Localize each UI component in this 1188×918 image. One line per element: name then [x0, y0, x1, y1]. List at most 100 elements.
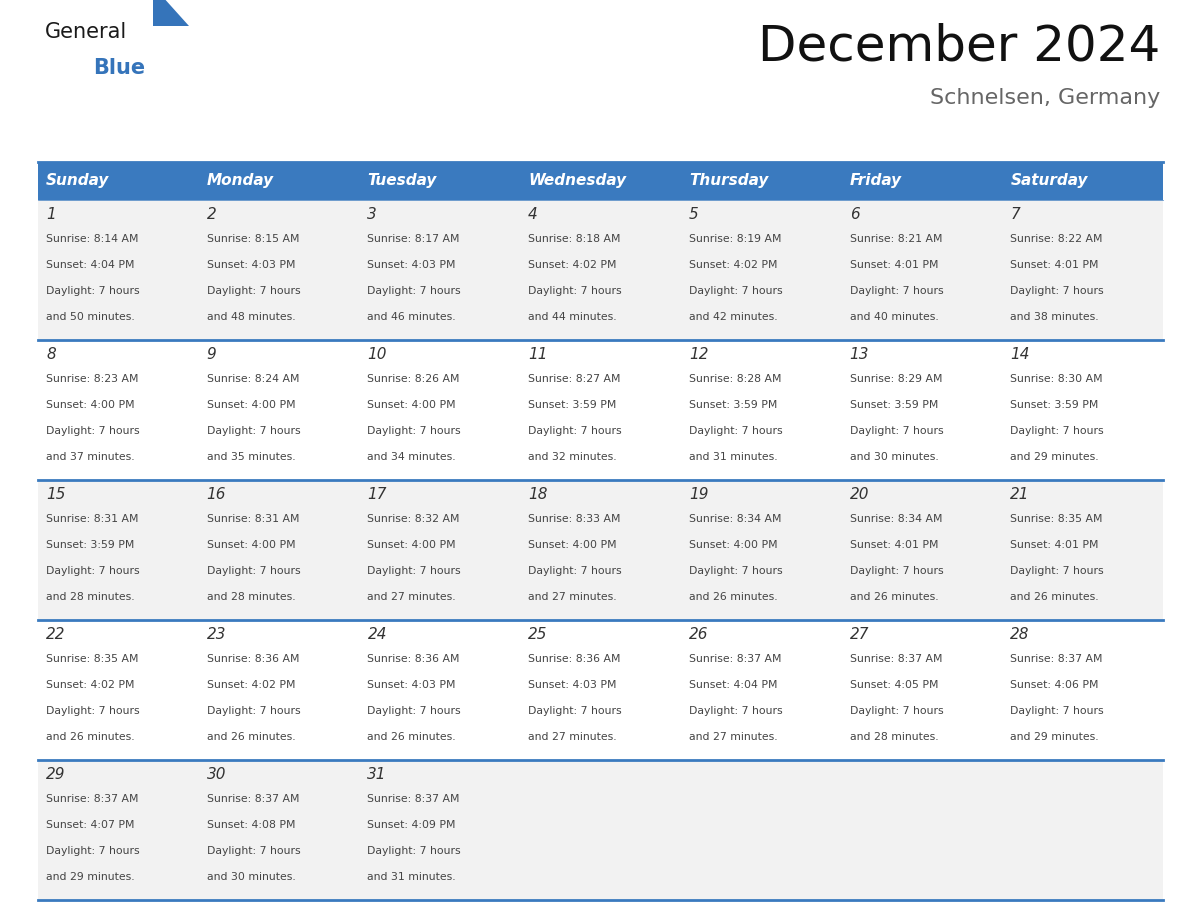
Text: Sunset: 4:03 PM: Sunset: 4:03 PM [207, 260, 296, 270]
Text: Sunset: 4:01 PM: Sunset: 4:01 PM [849, 540, 939, 550]
Text: Daylight: 7 hours: Daylight: 7 hours [1010, 285, 1104, 296]
Text: 13: 13 [849, 347, 870, 362]
Text: Sunrise: 8:37 AM: Sunrise: 8:37 AM [1010, 654, 1102, 664]
Text: 24: 24 [367, 627, 387, 642]
Text: Sunset: 4:00 PM: Sunset: 4:00 PM [689, 540, 777, 550]
Text: Sunday: Sunday [46, 174, 109, 188]
Text: Sunset: 4:01 PM: Sunset: 4:01 PM [1010, 260, 1099, 270]
Text: Tuesday: Tuesday [367, 174, 437, 188]
Text: and 26 minutes.: and 26 minutes. [367, 732, 456, 742]
Bar [841, 760, 1003, 900]
Text: Sunrise: 8:34 AM: Sunrise: 8:34 AM [849, 514, 942, 524]
Text: Sunrise: 8:18 AM: Sunrise: 8:18 AM [529, 234, 620, 244]
Text: Sunset: 4:00 PM: Sunset: 4:00 PM [207, 540, 296, 550]
Bar [198, 200, 360, 340]
Text: and 30 minutes.: and 30 minutes. [849, 452, 939, 462]
Text: 12: 12 [689, 347, 708, 362]
Text: Sunset: 4:06 PM: Sunset: 4:06 PM [1010, 680, 1099, 690]
Text: Daylight: 7 hours: Daylight: 7 hours [46, 706, 140, 716]
Text: General: General [45, 22, 127, 42]
Text: and 26 minutes.: and 26 minutes. [46, 732, 134, 742]
Text: Daylight: 7 hours: Daylight: 7 hours [689, 285, 783, 296]
Text: 6: 6 [849, 207, 859, 222]
Bar [360, 340, 520, 480]
Text: Sunrise: 8:26 AM: Sunrise: 8:26 AM [367, 374, 460, 384]
Text: Sunrise: 8:37 AM: Sunrise: 8:37 AM [207, 794, 299, 804]
Text: Blue: Blue [93, 58, 145, 78]
Text: Wednesday: Wednesday [529, 174, 626, 188]
Text: 21: 21 [1010, 487, 1030, 502]
Text: and 28 minutes.: and 28 minutes. [207, 592, 296, 601]
Text: 28: 28 [1010, 627, 1030, 642]
Text: Saturday: Saturday [1010, 174, 1088, 188]
Text: Sunset: 4:01 PM: Sunset: 4:01 PM [849, 260, 939, 270]
Bar [520, 480, 681, 620]
Text: Sunset: 4:04 PM: Sunset: 4:04 PM [46, 260, 134, 270]
Text: Sunset: 4:00 PM: Sunset: 4:00 PM [46, 400, 134, 410]
Text: 20: 20 [849, 487, 870, 502]
Text: Daylight: 7 hours: Daylight: 7 hours [529, 285, 621, 296]
Text: 15: 15 [46, 487, 65, 502]
Bar [198, 760, 360, 900]
Text: 26: 26 [689, 627, 708, 642]
Text: and 26 minutes.: and 26 minutes. [849, 592, 939, 601]
Text: Sunset: 4:08 PM: Sunset: 4:08 PM [207, 820, 296, 830]
Text: Sunset: 4:02 PM: Sunset: 4:02 PM [689, 260, 777, 270]
Text: Sunset: 3:59 PM: Sunset: 3:59 PM [1010, 400, 1099, 410]
Bar [198, 620, 360, 760]
Text: Sunset: 4:00 PM: Sunset: 4:00 PM [207, 400, 296, 410]
Bar [1003, 340, 1163, 480]
Text: Daylight: 7 hours: Daylight: 7 hours [207, 565, 301, 576]
Text: Daylight: 7 hours: Daylight: 7 hours [367, 845, 461, 856]
Text: Sunrise: 8:37 AM: Sunrise: 8:37 AM [367, 794, 460, 804]
Text: Daylight: 7 hours: Daylight: 7 hours [207, 845, 301, 856]
Text: 18: 18 [529, 487, 548, 502]
Bar [360, 480, 520, 620]
Text: and 26 minutes.: and 26 minutes. [689, 592, 777, 601]
Text: Sunset: 4:07 PM: Sunset: 4:07 PM [46, 820, 134, 830]
Text: and 31 minutes.: and 31 minutes. [367, 872, 456, 881]
Text: Schnelsen, Germany: Schnelsen, Germany [930, 88, 1159, 108]
Text: and 27 minutes.: and 27 minutes. [689, 732, 777, 742]
Text: 31: 31 [367, 767, 387, 782]
Text: December 2024: December 2024 [758, 22, 1159, 70]
Text: Sunset: 3:59 PM: Sunset: 3:59 PM [849, 400, 939, 410]
Text: 27: 27 [849, 627, 870, 642]
Text: and 46 minutes.: and 46 minutes. [367, 312, 456, 321]
Text: Sunset: 4:02 PM: Sunset: 4:02 PM [46, 680, 134, 690]
Text: Daylight: 7 hours: Daylight: 7 hours [529, 426, 621, 436]
Bar [198, 340, 360, 480]
Bar [360, 200, 520, 340]
Text: Sunrise: 8:27 AM: Sunrise: 8:27 AM [529, 374, 620, 384]
Text: Daylight: 7 hours: Daylight: 7 hours [367, 426, 461, 436]
Text: Sunrise: 8:28 AM: Sunrise: 8:28 AM [689, 374, 782, 384]
Text: 3: 3 [367, 207, 378, 222]
Text: 16: 16 [207, 487, 226, 502]
Text: Sunrise: 8:21 AM: Sunrise: 8:21 AM [849, 234, 942, 244]
Text: and 27 minutes.: and 27 minutes. [367, 592, 456, 601]
Text: Daylight: 7 hours: Daylight: 7 hours [689, 565, 783, 576]
Text: and 44 minutes.: and 44 minutes. [529, 312, 617, 321]
Bar [681, 340, 841, 480]
Text: Sunrise: 8:30 AM: Sunrise: 8:30 AM [1010, 374, 1102, 384]
Polygon shape [153, 0, 189, 26]
Text: and 26 minutes.: and 26 minutes. [1010, 592, 1099, 601]
Text: 5: 5 [689, 207, 699, 222]
Text: and 38 minutes.: and 38 minutes. [1010, 312, 1099, 321]
Bar [1003, 620, 1163, 760]
Text: 29: 29 [46, 767, 65, 782]
Text: and 30 minutes.: and 30 minutes. [207, 872, 296, 881]
Text: Daylight: 7 hours: Daylight: 7 hours [367, 565, 461, 576]
Text: Daylight: 7 hours: Daylight: 7 hours [46, 426, 140, 436]
Text: Monday: Monday [207, 174, 274, 188]
Text: Sunrise: 8:33 AM: Sunrise: 8:33 AM [529, 514, 620, 524]
Text: Sunset: 4:05 PM: Sunset: 4:05 PM [849, 680, 939, 690]
Bar [198, 162, 360, 200]
Bar [360, 620, 520, 760]
Bar [520, 340, 681, 480]
Text: Daylight: 7 hours: Daylight: 7 hours [207, 706, 301, 716]
Text: Sunrise: 8:23 AM: Sunrise: 8:23 AM [46, 374, 139, 384]
Text: and 42 minutes.: and 42 minutes. [689, 312, 777, 321]
Text: Daylight: 7 hours: Daylight: 7 hours [46, 285, 140, 296]
Bar [681, 200, 841, 340]
